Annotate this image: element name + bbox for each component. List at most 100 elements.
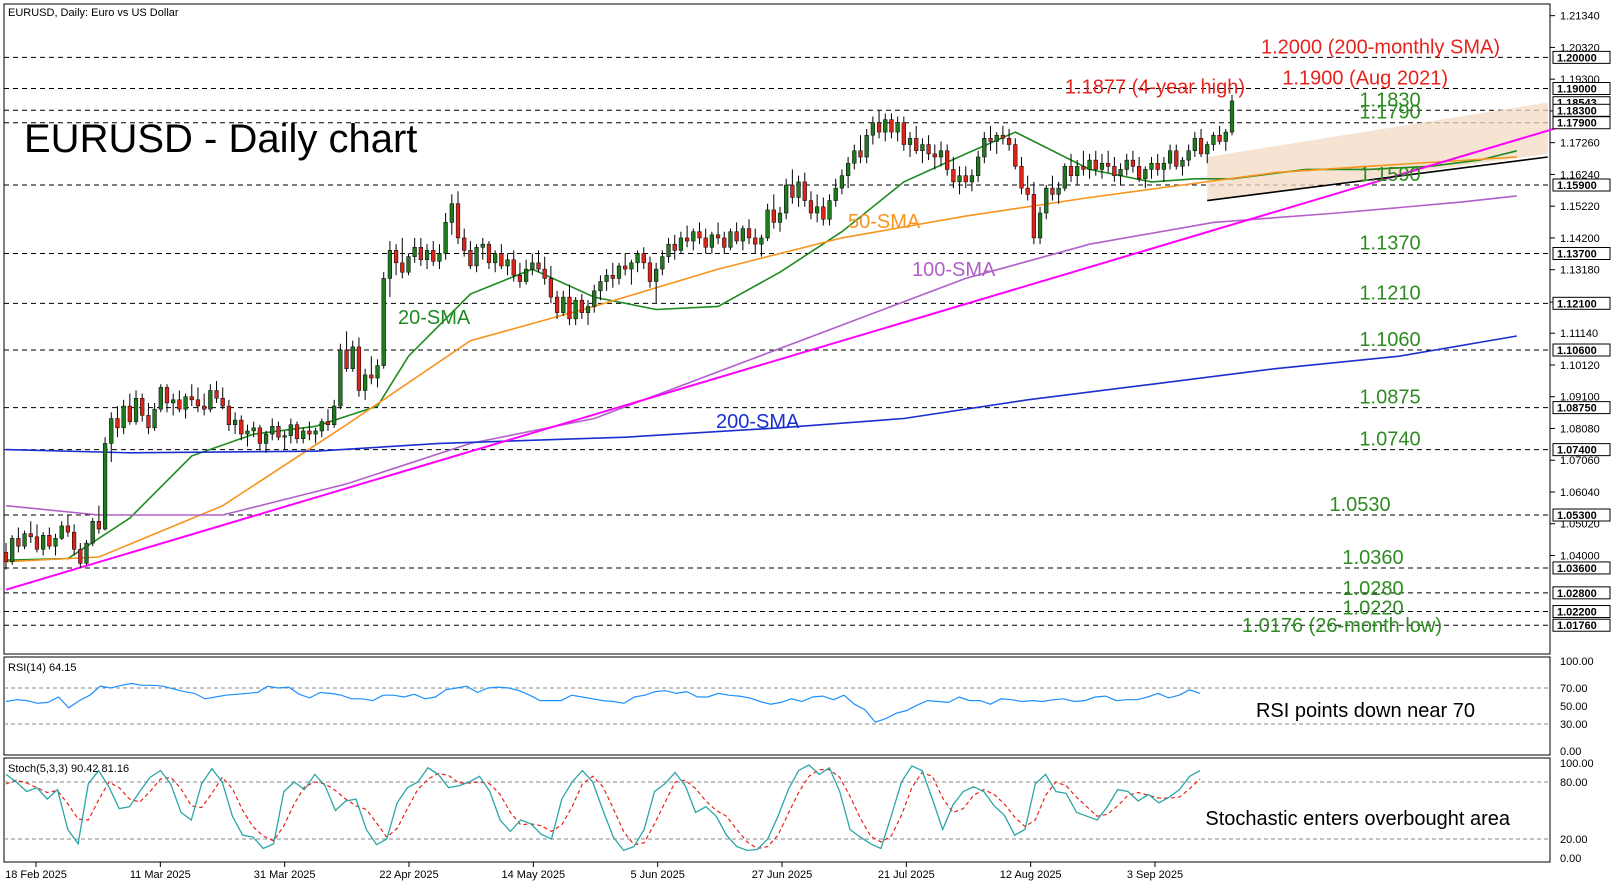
price-axis-tick-label: 1.17260 bbox=[1560, 138, 1600, 150]
candle-body bbox=[319, 421, 324, 432]
candle-body bbox=[16, 538, 21, 547]
candle-body bbox=[164, 387, 170, 404]
x-axis-tick-label: 31 Mar 2025 bbox=[254, 869, 316, 881]
candle-body bbox=[171, 399, 176, 404]
candle-body bbox=[393, 250, 399, 264]
candle-body bbox=[1137, 166, 1142, 180]
candle-body bbox=[301, 430, 306, 439]
candle-body bbox=[802, 181, 807, 201]
candle-body bbox=[517, 275, 523, 282]
level-annotation: 1.0740 bbox=[1359, 429, 1420, 451]
candle-body bbox=[195, 399, 201, 407]
candle-body bbox=[109, 418, 114, 444]
candle-body bbox=[1143, 169, 1148, 180]
candle-body bbox=[381, 278, 386, 366]
candle-body bbox=[1130, 159, 1136, 167]
candle-body bbox=[226, 405, 232, 425]
candle-body bbox=[616, 265, 622, 279]
candle-body bbox=[505, 259, 510, 267]
price-level-badge-label: 1.02200 bbox=[1557, 607, 1597, 619]
price-level-badge bbox=[1552, 618, 1611, 632]
candle-body bbox=[288, 424, 293, 436]
candle-body bbox=[969, 175, 975, 183]
candle-body bbox=[1056, 187, 1061, 195]
price-axis-tick-label: 1.09100 bbox=[1560, 392, 1600, 404]
price-level-badge bbox=[1552, 343, 1611, 357]
candle-body bbox=[592, 290, 597, 307]
price-axis-tick-label: 1.15220 bbox=[1560, 201, 1600, 213]
price-axis-tick-label: 1.13180 bbox=[1560, 265, 1600, 277]
candle-body bbox=[858, 150, 863, 158]
level-annotation: 1.0176 (26-month low) bbox=[1242, 615, 1442, 637]
candle-body bbox=[691, 231, 696, 242]
price-level-badge bbox=[1552, 50, 1611, 64]
x-axis-tick-label: 11 Mar 2025 bbox=[130, 869, 191, 881]
level-annotation: 1.0280 bbox=[1342, 578, 1403, 600]
candle-body bbox=[988, 138, 993, 142]
x-axis-tick-label: 22 Apr 2025 bbox=[379, 869, 438, 881]
candle-body bbox=[1174, 150, 1179, 167]
candle-body bbox=[1031, 194, 1036, 239]
candle-body bbox=[567, 296, 572, 320]
candle-body bbox=[1037, 212, 1043, 239]
candle-body bbox=[146, 415, 151, 429]
candle-body bbox=[994, 134, 999, 142]
candle-body bbox=[1167, 150, 1173, 164]
candle-body bbox=[189, 396, 194, 401]
candle-body bbox=[1013, 144, 1018, 167]
candle-body bbox=[876, 122, 882, 133]
candle-body bbox=[895, 122, 900, 133]
price-level-badge bbox=[1552, 247, 1611, 261]
candle-body bbox=[790, 184, 795, 198]
candle-body bbox=[1075, 166, 1080, 176]
stoch-header: Stoch(5,3,3) 90.42 81.16 bbox=[8, 763, 129, 775]
symbol-header: EURUSD, Daily: Euro vs US Dollar bbox=[8, 7, 179, 19]
candle-body bbox=[530, 262, 535, 270]
candle-body bbox=[133, 398, 139, 422]
candle-body bbox=[734, 231, 739, 242]
candle-body bbox=[1025, 187, 1030, 195]
stoch-axis-tick-label: 100.00 bbox=[1560, 758, 1594, 770]
candle-body bbox=[140, 398, 145, 416]
price-level-badge-label: 1.13700 bbox=[1557, 249, 1597, 261]
level-annotation: 1.0875 bbox=[1359, 387, 1420, 409]
candle-body bbox=[796, 181, 801, 198]
candle-body bbox=[1112, 166, 1117, 176]
candle-body bbox=[889, 119, 894, 133]
candle-body bbox=[282, 435, 287, 438]
candle-body bbox=[784, 184, 789, 214]
candle-body bbox=[356, 346, 362, 391]
price-level-badge-label: 1.07400 bbox=[1557, 445, 1597, 457]
candle-body bbox=[418, 247, 423, 260]
price-level-badge bbox=[1552, 401, 1611, 415]
consolidation-channel bbox=[1207, 102, 1548, 201]
candle-body bbox=[951, 169, 956, 183]
candle-body bbox=[771, 209, 776, 223]
candle-body bbox=[1198, 138, 1204, 155]
candle-body bbox=[1000, 134, 1006, 139]
rsi-panel-frame bbox=[3, 656, 1551, 756]
candle-body bbox=[232, 419, 238, 425]
level-annotation: 1.0360 bbox=[1342, 547, 1403, 569]
candle-body bbox=[765, 209, 770, 239]
candle-body bbox=[1019, 166, 1024, 189]
price-level-badge-label: 1.12100 bbox=[1557, 298, 1597, 310]
price-level-badge bbox=[1552, 178, 1611, 192]
candle-body bbox=[709, 234, 714, 248]
stoch-k-line bbox=[5, 764, 1201, 852]
candle-body bbox=[1068, 166, 1074, 176]
candle-body bbox=[815, 206, 820, 214]
candle-body bbox=[443, 222, 448, 254]
candle-body bbox=[245, 430, 250, 435]
price-level-badge bbox=[1552, 586, 1611, 600]
candle-body bbox=[344, 349, 349, 369]
level-annotation: 1.0530 bbox=[1329, 494, 1390, 516]
level-annotation: 1.1590 bbox=[1359, 164, 1420, 186]
candle-body bbox=[406, 256, 411, 273]
price-level-badge-label: 1.10600 bbox=[1557, 345, 1597, 357]
candle-body bbox=[623, 265, 628, 270]
candle-body bbox=[647, 262, 653, 282]
candle-body bbox=[96, 520, 101, 530]
candle-body bbox=[833, 187, 838, 201]
stoch-axis-tick-label: 20.00 bbox=[1560, 834, 1588, 846]
